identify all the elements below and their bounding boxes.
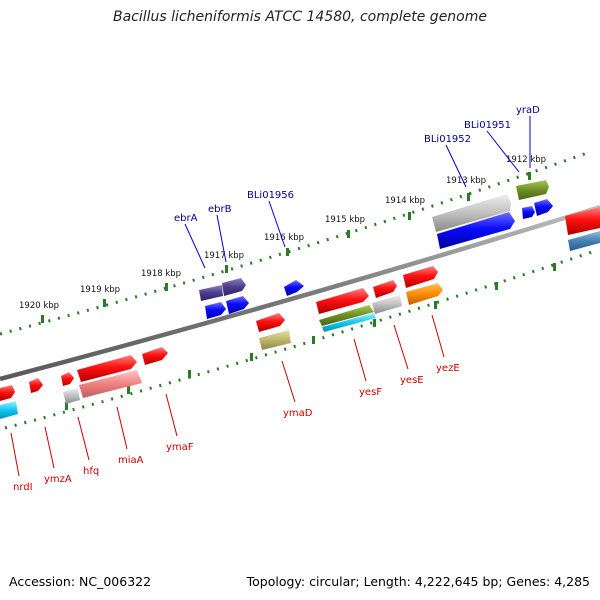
- gene-label-yraD[interactable]: yraD: [516, 105, 540, 116]
- label-leader: [116, 406, 128, 450]
- label-leader: [393, 324, 409, 370]
- gene-label-yesF[interactable]: yesF: [359, 387, 382, 398]
- gene-feature[interactable]: [61, 372, 74, 386]
- scale-line-bottom: [4, 249, 596, 430]
- gene-feature[interactable]: [316, 288, 369, 314]
- kbp-tick: [41, 315, 44, 323]
- kbp-tick: [127, 386, 130, 394]
- kbp-tick: [434, 301, 437, 309]
- gene-label-hfq[interactable]: hfq: [83, 466, 99, 477]
- gene-label-BLi01956[interactable]: BLi01956: [247, 190, 294, 201]
- kbp-label: 1917 kbp: [204, 251, 244, 261]
- kbp-tick: [553, 263, 556, 271]
- scale-line-top: [0, 150, 591, 336]
- gene-feature[interactable]: [403, 266, 438, 288]
- label-leader: [268, 200, 286, 248]
- gene-label-miaA[interactable]: miaA: [118, 455, 144, 466]
- kbp-label: 1918 kbp: [141, 269, 181, 279]
- gene-feature[interactable]: [568, 231, 600, 251]
- kbp-label: 1915 kbp: [325, 215, 365, 225]
- gene-label-ebrA[interactable]: ebrA: [174, 213, 198, 224]
- gene-label-yesE[interactable]: yesE: [400, 375, 424, 386]
- label-leader: [44, 426, 55, 469]
- gene-feature[interactable]: [372, 295, 402, 314]
- accession-text: Accession: NC_006322: [9, 574, 152, 589]
- gene-feature[interactable]: [226, 296, 249, 314]
- kbp-label: 1916 kbp: [264, 233, 304, 243]
- gene-label-BLi01951[interactable]: BLi01951: [464, 120, 511, 131]
- kbp-tick: [225, 265, 228, 273]
- map-title: Bacillus licheniformis ATCC 14580, compl…: [113, 9, 487, 25]
- kbp-label: 1914 kbp: [385, 196, 425, 206]
- gene-feature[interactable]: [63, 388, 80, 404]
- gene-feature[interactable]: [205, 302, 226, 319]
- genome-summary-text: Topology: circular; Length: 4,222,645 bp…: [246, 574, 590, 589]
- gene-label-ymzA[interactable]: ymzA: [44, 474, 72, 485]
- label-leader: [184, 223, 206, 269]
- label-leader: [77, 416, 90, 461]
- kbp-tick: [65, 402, 68, 410]
- kbp-tick: [528, 172, 531, 180]
- kbp-tick: [250, 353, 253, 361]
- gene-feature[interactable]: [534, 199, 553, 216]
- gene-feature[interactable]: [0, 401, 18, 419]
- gene-feature[interactable]: [516, 180, 549, 200]
- gene-label-ymaF[interactable]: ymaF: [166, 442, 194, 453]
- gene-label-ymaD[interactable]: ymaD: [283, 408, 313, 419]
- gene-feature[interactable]: [79, 370, 142, 398]
- kbp-tick: [165, 283, 168, 291]
- gene-label-ebrB[interactable]: ebrB: [208, 204, 232, 215]
- gene-feature[interactable]: [256, 313, 285, 332]
- gene-feature[interactable]: [432, 194, 511, 232]
- kbp-tick: [467, 193, 470, 201]
- gene-feature[interactable]: [0, 385, 15, 401]
- kbp-tick: [312, 336, 315, 344]
- gene-feature[interactable]: [142, 347, 168, 365]
- gene-label-BLi01952[interactable]: BLi01952: [424, 134, 471, 145]
- kbp-tick: [495, 282, 498, 290]
- kbp-tick: [347, 230, 350, 238]
- gene-feature[interactable]: [222, 278, 246, 296]
- kbp-tick: [188, 370, 191, 378]
- label-leader: [353, 338, 367, 382]
- label-leader: [216, 214, 227, 263]
- gene-feature[interactable]: [322, 313, 376, 332]
- kbp-label: 1920 kbp: [19, 301, 59, 311]
- genome-backbone: [0, 204, 600, 382]
- gene-feature[interactable]: [437, 212, 515, 249]
- label-leader: [486, 130, 520, 173]
- gene-feature[interactable]: [199, 285, 223, 301]
- kbp-label: 1912 kbp: [506, 155, 546, 165]
- gene-feature[interactable]: [284, 280, 304, 296]
- label-leader: [431, 314, 445, 358]
- gene-label-nrdI[interactable]: nrdI: [13, 482, 33, 493]
- label-leader: [445, 144, 467, 188]
- gene-feature[interactable]: [29, 378, 43, 393]
- gene-feature[interactable]: [259, 330, 291, 350]
- gene-feature[interactable]: [373, 280, 397, 298]
- gene-feature[interactable]: [319, 305, 374, 326]
- gene-label-yezE[interactable]: yezE: [436, 363, 460, 374]
- kbp-tick: [373, 319, 376, 327]
- kbp-label: 1913 kbp: [446, 176, 486, 186]
- label-leader: [281, 360, 296, 403]
- label-leader: [10, 432, 20, 477]
- label-leader: [165, 393, 178, 437]
- kbp-label: 1919 kbp: [80, 285, 120, 295]
- gene-feature[interactable]: [522, 206, 535, 219]
- gene-feature[interactable]: [565, 207, 600, 235]
- kbp-tick: [286, 248, 289, 256]
- kbp-tick: [408, 212, 411, 220]
- gene-feature[interactable]: [77, 355, 137, 382]
- gene-feature[interactable]: [406, 283, 443, 305]
- kbp-tick: [103, 299, 106, 307]
